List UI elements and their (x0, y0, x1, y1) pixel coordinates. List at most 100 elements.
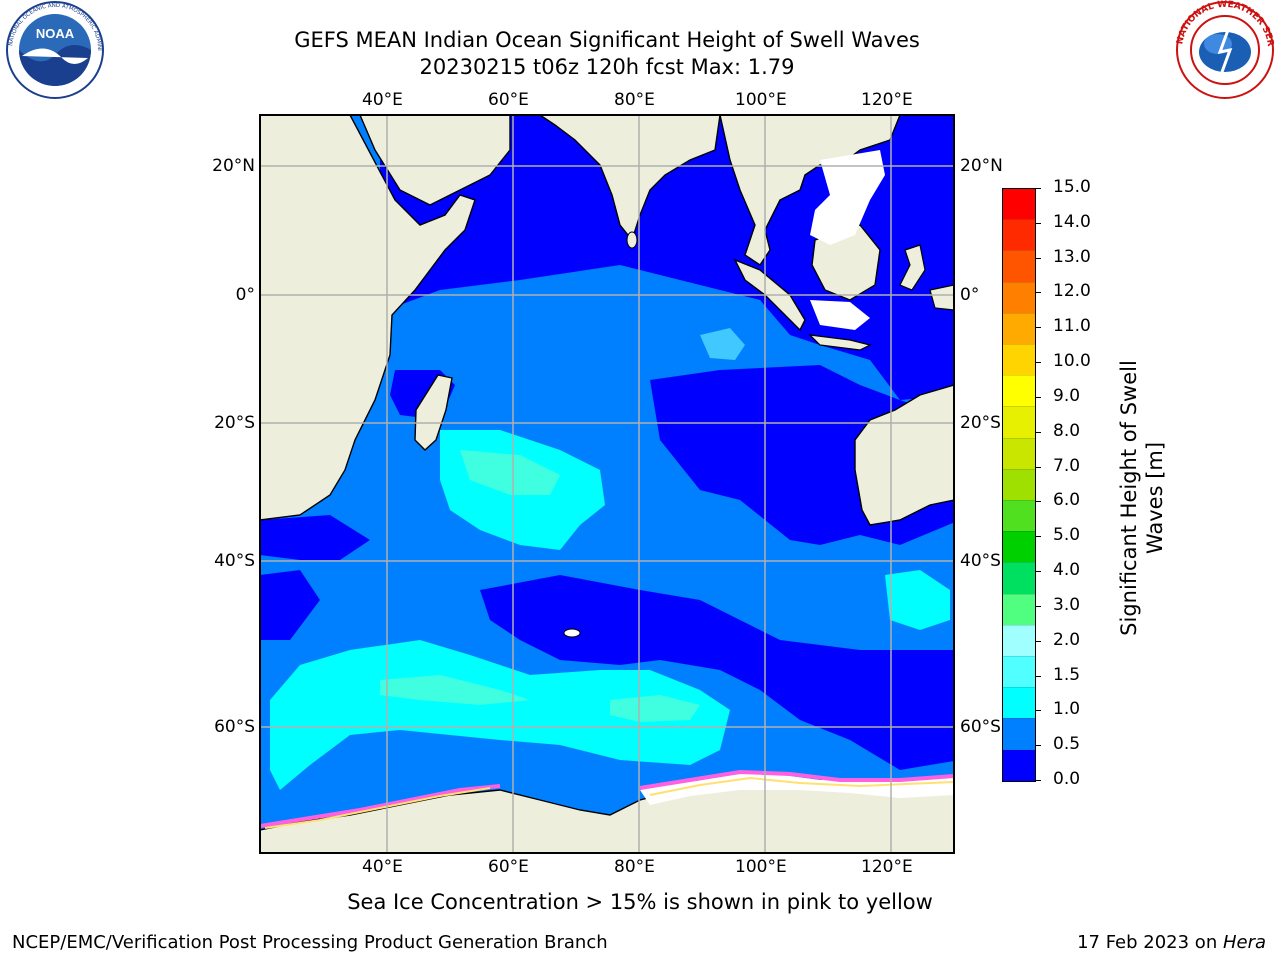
colorbar-tick-mark (1035, 466, 1041, 468)
colorbar-tick-mark (1035, 431, 1041, 433)
left-lat-label: 40°S (214, 551, 255, 571)
top-lon-label: 80°E (614, 90, 655, 110)
right-lat-label: 0° (960, 285, 980, 305)
footer-left: NCEP/EMC/Verification Post Processing Pr… (12, 932, 608, 953)
sea-ice-caption: Sea Ice Concentration > 15% is shown in … (347, 890, 933, 914)
bottom-lon-label: 60°E (488, 857, 529, 877)
colorbar-segment (1003, 250, 1035, 282)
colorbar-tick-label: 0.5 (1053, 734, 1081, 755)
right-lat-label: 20°S (960, 413, 1001, 433)
colorbar-tick-label: 14.0 (1053, 211, 1091, 232)
right-lat-label: 40°S (960, 551, 1001, 571)
right-lat-label: 60°S (960, 717, 1001, 737)
colorbar-tick-mark (1035, 780, 1041, 781)
nws-logo-icon: NATIONAL WEATHER SERVICE (1170, 0, 1275, 99)
colorbar-label: Significant Height of Swell Waves [m] (1116, 338, 1168, 658)
colorbar-segment (1003, 281, 1035, 313)
sea-ice-edge (260, 784, 501, 828)
colorbar-segment (1003, 624, 1035, 657)
colorbar-segment (1003, 437, 1035, 469)
colorbar-segment (1003, 468, 1035, 501)
left-lat-label: 60°S (214, 717, 255, 737)
colorbar-label-line1: Significant Height of Swell (1117, 360, 1141, 636)
colorbar-tick-mark (1035, 501, 1041, 503)
colorbar-tick-mark (1035, 745, 1041, 747)
colorbar-segment (1003, 406, 1035, 438)
colorbar-segment (1003, 718, 1035, 750)
colorbar-tick-mark (1035, 605, 1041, 607)
colorbar-segment (1003, 531, 1035, 563)
bottom-lon-label: 40°E (362, 857, 403, 877)
colorbar-tick-label: 8.0 (1053, 420, 1081, 441)
colorbar-tick-label: 13.0 (1053, 246, 1091, 267)
colorbar-tick-label: 1.5 (1053, 664, 1081, 685)
colorbar-tick-mark (1035, 188, 1041, 189)
top-lon-label: 40°E (362, 90, 403, 110)
colorbar-segment (1003, 749, 1035, 781)
bottom-lon-label: 80°E (614, 857, 655, 877)
colorbar-segment (1003, 375, 1035, 407)
colorbar-tick-label: 10.0 (1053, 351, 1091, 372)
swell-blob (700, 328, 745, 360)
map-title: GEFS MEAN Indian Ocean Significant Heigh… (294, 28, 920, 52)
colorbar-tick-mark (1035, 710, 1041, 712)
colorbar-tick-label: 9.0 (1053, 385, 1081, 406)
colorbar-tick-label: 4.0 (1053, 560, 1081, 581)
colorbar-tick-mark (1035, 571, 1041, 573)
footer-right: 17 Feb 2023 on Hera (1077, 932, 1266, 953)
bottom-lon-label: 120°E (861, 857, 913, 877)
top-lon-label: 120°E (861, 90, 913, 110)
colorbar-tick-mark (1035, 257, 1041, 259)
top-lon-label: 60°E (488, 90, 529, 110)
svg-text:NOAA: NOAA (36, 26, 75, 41)
colorbar-segment (1003, 312, 1035, 345)
left-lat-label: 0° (235, 285, 255, 305)
colorbar (1002, 188, 1036, 782)
bottom-lon-label: 100°E (735, 857, 787, 877)
graticule (260, 115, 954, 853)
footer-host: Hera (1222, 932, 1266, 953)
colorbar-tick-label: 2.0 (1053, 629, 1081, 650)
colorbar-tick-label: 3.0 (1053, 594, 1081, 615)
colorbar-tick-label: 12.0 (1053, 281, 1091, 302)
top-lon-label: 100°E (735, 90, 787, 110)
footer-date: 17 Feb 2023 on (1077, 932, 1223, 953)
colorbar-segment (1003, 344, 1035, 376)
colorbar-tick-mark (1035, 292, 1041, 294)
map-frame (259, 114, 955, 854)
colorbar-segment (1003, 562, 1035, 594)
left-lat-label: 20°S (214, 413, 255, 433)
colorbar-tick-mark (1035, 222, 1041, 224)
colorbar-tick-label: 1.0 (1053, 699, 1081, 720)
colorbar-segment (1003, 593, 1035, 625)
colorbar-tick-mark (1035, 675, 1041, 677)
colorbar-segment (1003, 656, 1035, 688)
colorbar-tick-label: 15.0 (1053, 177, 1091, 197)
land-africa (260, 115, 476, 521)
colorbar-tick-label: 6.0 (1053, 490, 1081, 511)
right-lat-label: 20°N (960, 156, 1003, 176)
left-lat-label: 20°N (212, 156, 255, 176)
colorbar-segment (1003, 189, 1035, 220)
land-madagascar (414, 374, 453, 451)
colorbar-segment (1003, 687, 1035, 719)
colorbar-tick-mark (1035, 640, 1041, 642)
colorbar-tick-mark (1035, 536, 1041, 538)
colorbar-label-line2: Waves [m] (1143, 441, 1167, 555)
swell-1-1.5-region-south (270, 640, 730, 790)
noaa-logo-icon: NOAA NATIONAL OCEANIC AND ATMOSPHERIC AD… (0, 0, 104, 99)
colorbar-tick-label: 5.0 (1053, 525, 1081, 546)
colorbar-segment (1003, 500, 1035, 532)
colorbar-tick-label: 0.0 (1053, 769, 1081, 789)
colorbar-tick-mark (1035, 362, 1041, 364)
colorbar-tick-label: 7.0 (1053, 455, 1081, 476)
colorbar-tick-mark (1035, 327, 1041, 329)
land-india (538, 115, 721, 242)
land-australia (854, 384, 954, 526)
colorbar-tick-mark (1035, 396, 1041, 398)
colorbar-segment (1003, 219, 1035, 251)
colorbar-tick-label: 11.0 (1053, 316, 1091, 337)
land-arabia (359, 115, 511, 206)
map-subtitle: 20230215 t06z 120h fcst Max: 1.79 (419, 55, 795, 79)
